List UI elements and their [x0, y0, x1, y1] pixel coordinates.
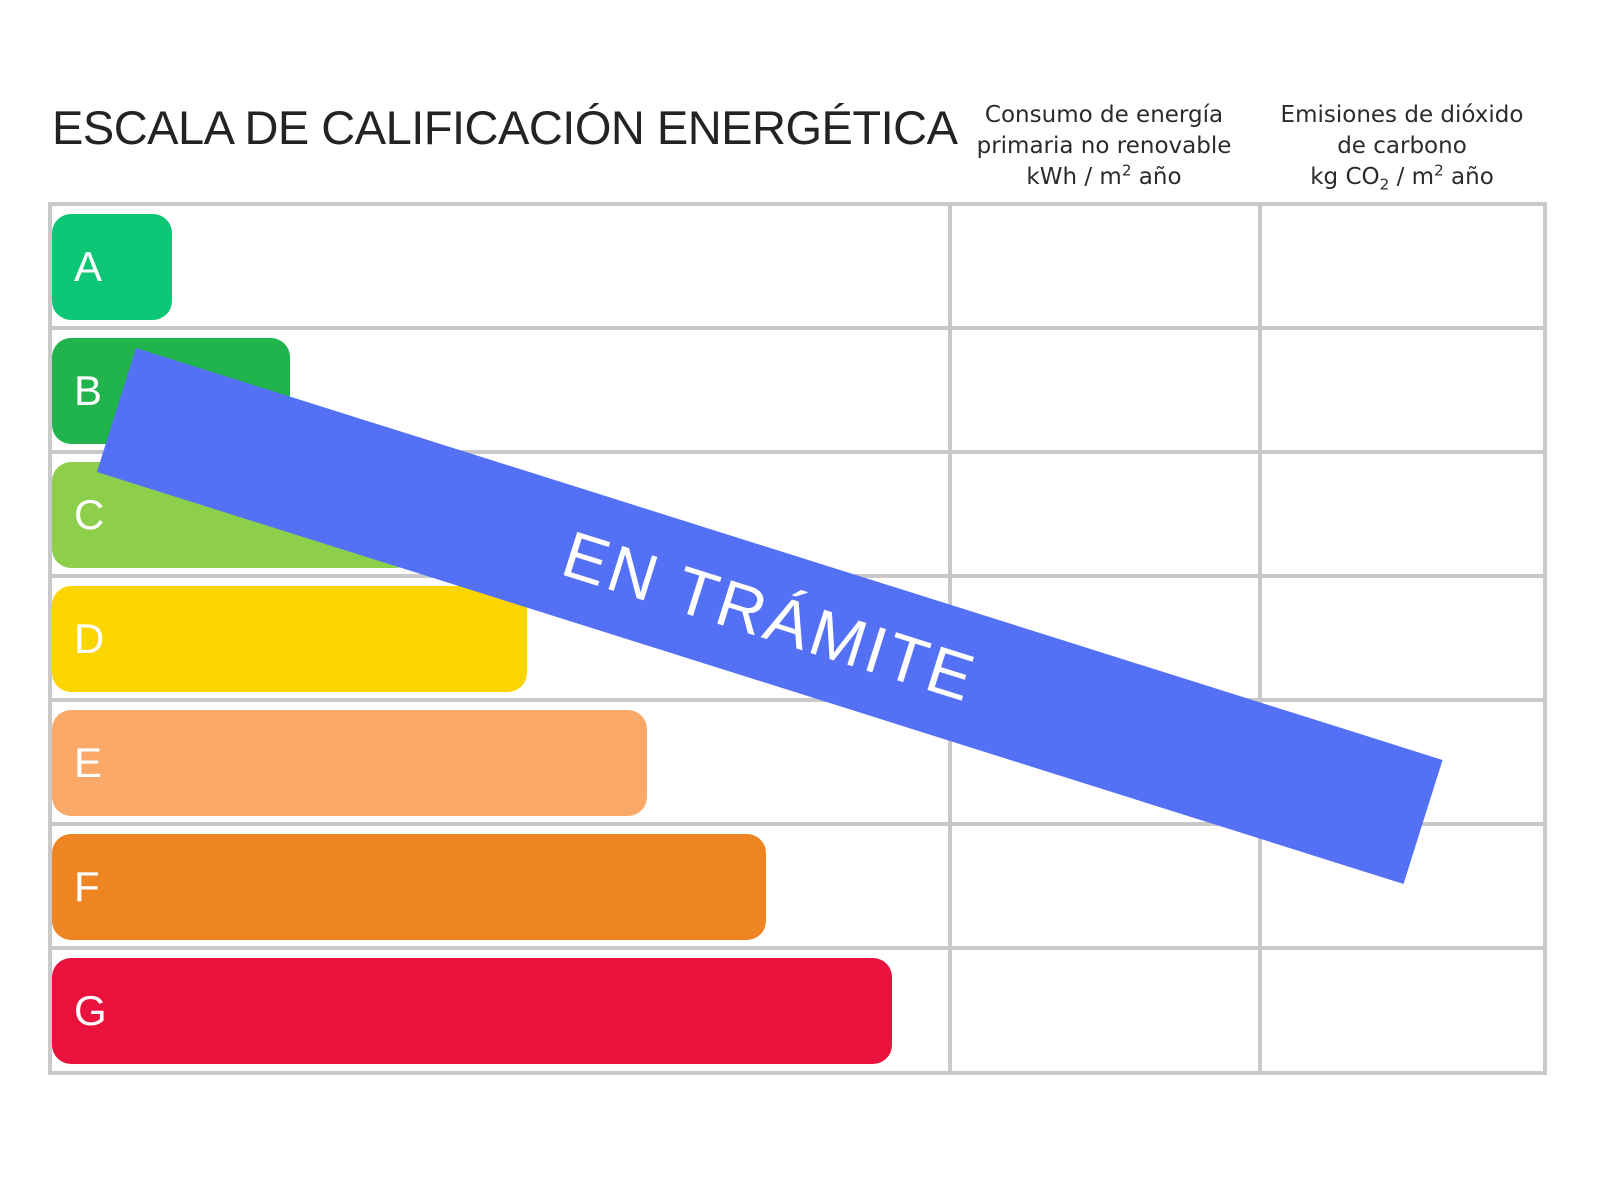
column-header-energy-line2: primaria no renovable: [976, 133, 1232, 159]
column-header-energy-consumption: Consumo de energía primaria no renovable…: [948, 100, 1260, 193]
rating-bar-d: D: [52, 586, 527, 692]
rating-bar-e: E: [52, 710, 647, 816]
status-banner-label: EN TRÁMITE: [554, 516, 986, 716]
rating-bar-letter: C: [74, 491, 105, 538]
column-header-energy-unit: kWh / m2 año: [1026, 161, 1182, 190]
rating-bar-g: G: [52, 958, 892, 1064]
grid-line-horizontal: [48, 946, 1543, 950]
grid-line-horizontal: [48, 202, 1543, 206]
rating-bar-b: B: [52, 338, 290, 444]
grid-line-vertical: [48, 202, 52, 1075]
grid-line-vertical: [1258, 202, 1262, 1075]
grid-line-vertical: [948, 202, 952, 1075]
column-header-co2-line2: de carbono: [1337, 133, 1467, 159]
column-header-co2-emissions: Emisiones de dióxido de carbono kg CO2 /…: [1258, 100, 1546, 193]
rating-bar-a: A: [52, 214, 172, 320]
rating-bar-letter: F: [74, 863, 100, 910]
rating-bar-letter: G: [74, 987, 107, 1034]
rating-bar-letter: E: [74, 739, 103, 786]
page-title: ESCALA DE CALIFICACIÓN ENERGÉTICA: [52, 101, 958, 154]
rating-bar-letter: A: [74, 243, 103, 290]
grid-line-horizontal: [48, 450, 1543, 454]
rating-bar-f: F: [52, 834, 766, 940]
column-header-energy-line1: Consumo de energía: [984, 102, 1224, 128]
grid-line-horizontal: [48, 1071, 1543, 1075]
grid-line-vertical: [1543, 202, 1547, 1075]
column-header-co2-line1: Emisiones de dióxido: [1280, 102, 1524, 128]
column-header-co2-unit: kg CO2 / m2 año: [1310, 161, 1494, 194]
rating-bar-c: C: [52, 462, 415, 568]
grid-line-horizontal: [48, 326, 1543, 330]
rating-bar-letter: D: [74, 615, 105, 662]
grid-line-horizontal: [48, 698, 1543, 702]
grid-line-horizontal: [48, 822, 1543, 826]
rating-bar-letter: B: [74, 367, 103, 414]
grid-line-horizontal: [48, 574, 1543, 578]
